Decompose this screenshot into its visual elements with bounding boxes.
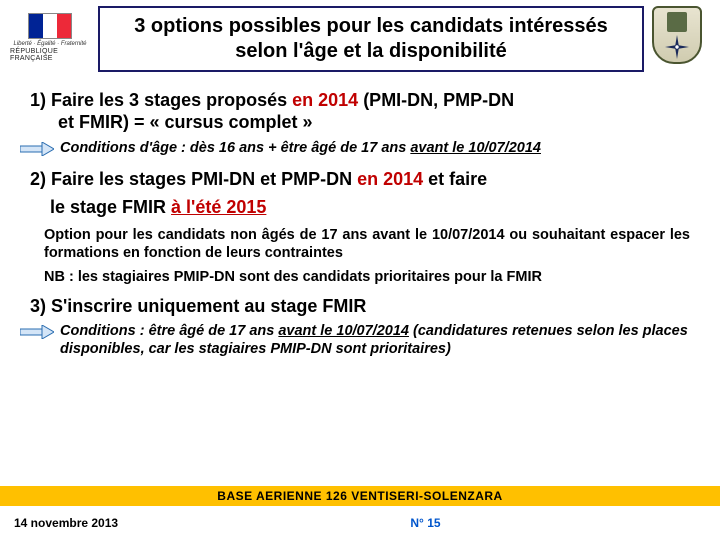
page-title: 3 options possibles pour les candidats i…: [134, 15, 607, 62]
option1-heading: 1) Faire les 3 stages proposés en 2014 (…: [30, 90, 694, 133]
option3-condition: Conditions : être âgé de 17 ans avant le…: [60, 322, 694, 358]
compass-icon: [665, 35, 689, 59]
option1-suffix: (PMI-DN, PMP-DN: [358, 90, 514, 110]
option3-cond-prefix: Conditions : être âgé de 17 ans: [60, 323, 278, 339]
option2-nb: NB : les stagiaires PMIP-DN sont des can…: [44, 268, 690, 286]
header: Liberté · Égalité · Fraternité RÉPUBLIQU…: [0, 0, 720, 76]
footer-bar-text: BASE AERIENNE 126 VENTISERI-SOLENZARA: [217, 489, 502, 503]
option2-paragraph: Option pour les candidats non âgés de 17…: [44, 226, 690, 262]
option3-cond-date: avant le 10/07/2014: [278, 323, 409, 339]
footer-date: 14 novembre 2013: [14, 516, 118, 530]
option1-prefix: 1) Faire les 3 stages proposés: [30, 90, 292, 110]
logo-rf-text: RÉPUBLIQUE FRANÇAISE: [10, 48, 90, 62]
option1-year: en 2014: [292, 90, 358, 110]
option1-condition-row: Conditions d'âge : dès 16 ans + être âgé…: [20, 139, 694, 157]
option1-cond-text: Conditions d'âge : dès 16 ans + être âgé…: [60, 140, 410, 156]
arrow-icon: [20, 325, 54, 339]
option2-line2-date: à l'été 2015: [171, 197, 266, 217]
content: 1) Faire les 3 stages proposés en 2014 (…: [0, 76, 720, 358]
option3-condition-row: Conditions : être âgé de 17 ans avant le…: [20, 322, 694, 358]
title-box: 3 options possibles pour les candidats i…: [98, 6, 644, 72]
unit-badge: [652, 6, 710, 68]
option2-suffix: et faire: [423, 169, 487, 189]
logo-motto: Liberté · Égalité · Fraternité: [13, 41, 86, 47]
option1-line2: et FMIR) = « cursus complet »: [58, 112, 313, 134]
french-flag-icon: [28, 13, 72, 39]
option1-condition: Conditions d'âge : dès 16 ans + être âgé…: [60, 139, 541, 157]
option3-heading: 3) S'inscrire uniquement au stage FMIR: [30, 296, 694, 318]
logo-republique-francaise: Liberté · Égalité · Fraternité RÉPUBLIQU…: [10, 6, 90, 68]
arrow-icon: [20, 142, 54, 156]
footer-page-number: N° 15: [410, 516, 440, 530]
option2-line2-prefix: le stage FMIR: [50, 197, 171, 217]
option1-cond-date: avant le 10/07/2014: [410, 140, 541, 156]
footer: 14 novembre 2013 N° 15: [0, 506, 720, 540]
footer-bar: BASE AERIENNE 126 VENTISERI-SOLENZARA: [0, 486, 720, 506]
option2-prefix: 2) Faire les stages PMI-DN et PMP-DN: [30, 169, 357, 189]
option2-year: en 2014: [357, 169, 423, 189]
option2-line2: le stage FMIR à l'été 2015: [50, 197, 694, 218]
option2-heading: 2) Faire les stages PMI-DN et PMP-DN en …: [30, 169, 694, 191]
shield-icon: [652, 6, 702, 64]
